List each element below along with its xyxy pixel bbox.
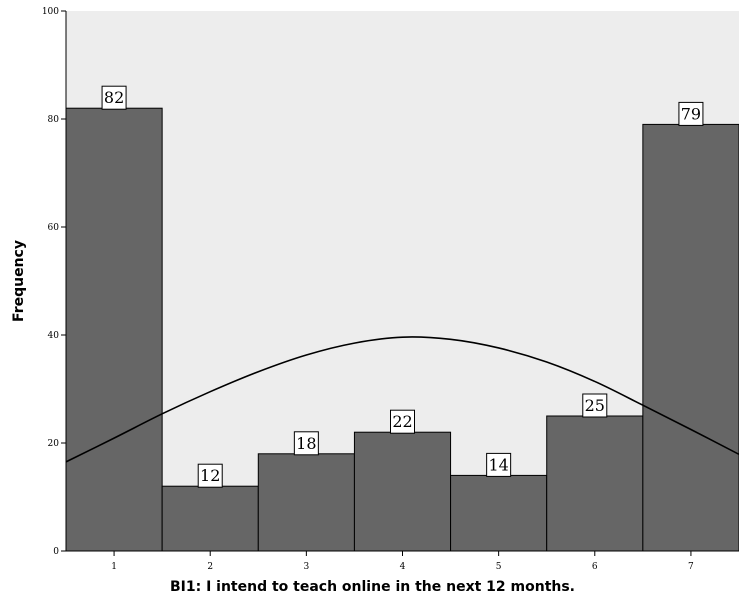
x-tick-label-4: 4 <box>400 562 406 572</box>
x-tick-label-1: 1 <box>111 562 117 572</box>
data-label-box-7 <box>678 101 704 126</box>
bar-4 <box>353 431 452 552</box>
data-label-box-1 <box>101 85 127 110</box>
x-tick-label-3: 3 <box>303 562 309 572</box>
bar-1 <box>65 107 163 552</box>
y-tick-label-20: 20 <box>48 439 60 449</box>
y-tick-label-60: 60 <box>48 223 60 233</box>
bar-7 <box>642 123 739 552</box>
data-label-6: 25 <box>585 396 605 415</box>
bar-2 <box>161 485 259 552</box>
data-label-box-2 <box>197 463 223 488</box>
y-tick-label-100: 100 <box>42 7 59 17</box>
x-tick-label-7: 7 <box>688 562 694 572</box>
x-tick-label-2: 2 <box>207 562 213 572</box>
data-label-5: 14 <box>488 455 508 474</box>
data-label-box-3 <box>293 431 319 456</box>
normal-curve-line <box>65 336 739 463</box>
y-tick-label-0: 0 <box>53 547 59 557</box>
data-label-7: 79 <box>681 104 701 123</box>
x-tick-label-6: 6 <box>592 562 598 572</box>
y-tick-label-80: 80 <box>48 115 60 125</box>
x-axis-title: BI1: I intend to teach online in the nex… <box>170 579 575 595</box>
data-label-box-5 <box>486 452 512 477</box>
data-label-1: 82 <box>104 88 124 107</box>
data-label-3: 18 <box>296 434 316 453</box>
x-tick-label-5: 5 <box>496 562 502 572</box>
data-label-box-4 <box>390 409 415 434</box>
data-label-2: 12 <box>200 466 220 485</box>
bar-6 <box>546 415 644 552</box>
y-tick-label-40: 40 <box>48 331 60 341</box>
y-axis-title: Frequency <box>11 240 27 322</box>
data-label-4: 22 <box>392 412 412 431</box>
data-label-box-6 <box>582 393 608 418</box>
bar-3 <box>257 453 355 552</box>
bar-5 <box>450 474 548 552</box>
